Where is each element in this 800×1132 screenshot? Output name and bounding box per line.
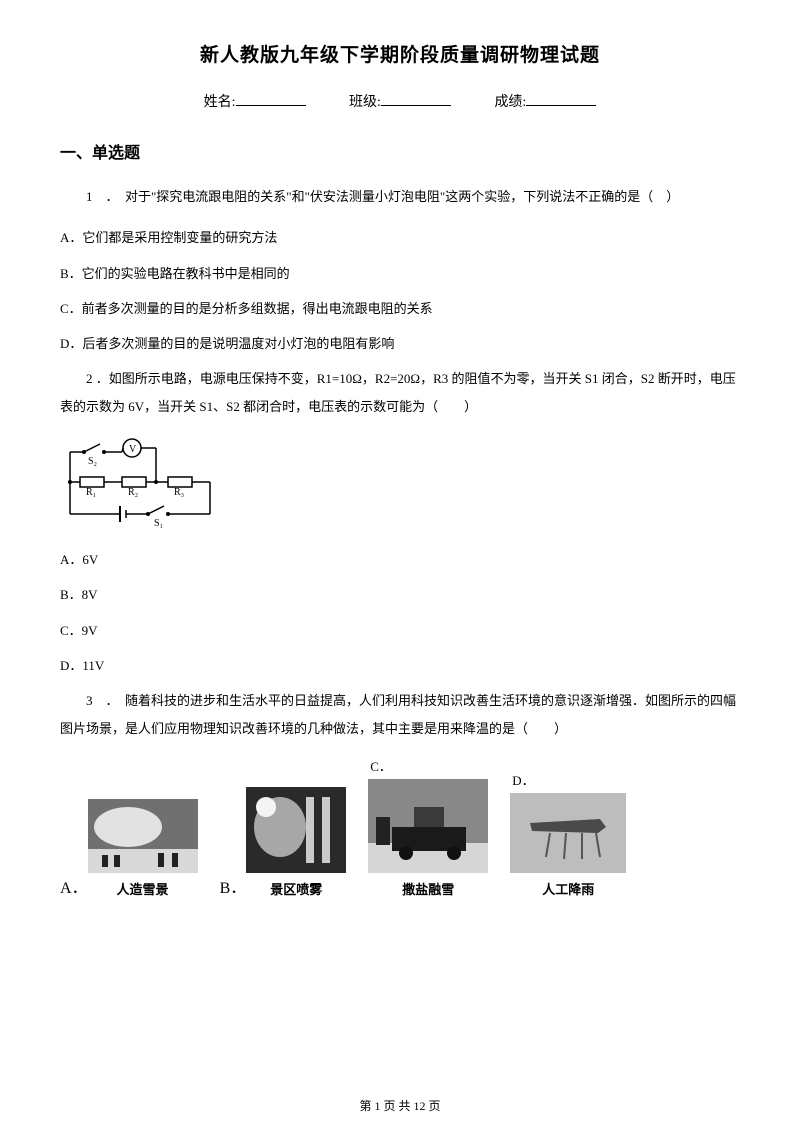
q3-caption-d: 人工降雨 bbox=[542, 879, 594, 898]
q1-optD: D．后者多次测量的目的是说明温度对小灯泡的电阻有影响 bbox=[60, 330, 740, 357]
q3-img-c bbox=[368, 779, 488, 873]
q3-pair-b: B． 景区喷雾 bbox=[220, 787, 347, 898]
q3-caption-c: 撒盐融雪 bbox=[402, 879, 454, 898]
name-label: 姓名: bbox=[204, 95, 236, 110]
q1-optB: B．它们的实验电路在教科书中是相同的 bbox=[60, 260, 740, 287]
section-heading-1: 一、单选题 bbox=[60, 139, 740, 163]
q2-stem: 2 ．如图所示电路，电源电压保持不变，R1=10Ω，R2=20Ω，R3 的阻值不… bbox=[60, 365, 740, 420]
score-label: 成绩: bbox=[494, 95, 526, 110]
q3-image-row: A． 人造雪景 B． 景区喷雾 bbox=[60, 756, 740, 898]
q3-cell-b: 景区喷雾 bbox=[246, 787, 346, 898]
r2-label: R₂ bbox=[128, 487, 138, 498]
s2-label: S₂ bbox=[88, 456, 97, 467]
q3-letter-c: C． bbox=[370, 756, 392, 775]
q2-optC: C．9V bbox=[60, 617, 740, 644]
q3-img-d bbox=[510, 793, 626, 873]
q3-img-a bbox=[88, 799, 198, 873]
q2-optA: A．6V bbox=[60, 546, 740, 573]
r3-label: R₃ bbox=[174, 487, 184, 498]
q3-img-b bbox=[246, 787, 346, 873]
q1-optA: A．它们都是采用控制变量的研究方法 bbox=[60, 224, 740, 251]
circuit-svg: S₁ R₁ R₂ R₃ S₂ V bbox=[60, 434, 220, 532]
q3-letter-a: A． bbox=[60, 874, 88, 898]
page-footer: 第 1 页 共 12 页 bbox=[0, 1097, 800, 1114]
score-underline bbox=[526, 105, 596, 106]
q3-stem: 3 ． 随着科技的进步和生活水平的日益提高，人们利用科技知识改善生活环境的意识逐… bbox=[60, 687, 740, 742]
q3-caption-b: 景区喷雾 bbox=[270, 879, 322, 898]
q3-pair-a: A． 人造雪景 bbox=[60, 799, 198, 898]
q1-stem: 1 ． 对于"探究电流跟电阻的关系"和"伏安法测量小灯泡电阻"这两个实验，下列说… bbox=[60, 183, 740, 210]
q2-optB: B．8V bbox=[60, 581, 740, 608]
q3-letter-d: D． bbox=[512, 770, 534, 789]
class-underline bbox=[381, 105, 451, 106]
q2-circuit-figure: S₁ R₁ R₂ R₃ S₂ V bbox=[60, 434, 740, 532]
q1-optC: C．前者多次测量的目的是分析多组数据，得出电流跟电阻的关系 bbox=[60, 295, 740, 322]
r1-label: R₁ bbox=[86, 487, 96, 498]
s1-label: S₁ bbox=[154, 518, 163, 529]
q2-optD: D．11V bbox=[60, 652, 740, 679]
header-fields: 姓名: 班级: 成绩: bbox=[60, 91, 740, 111]
page-title: 新人教版九年级下学期阶段质量调研物理试题 bbox=[60, 40, 740, 67]
q3-letter-b: B． bbox=[220, 874, 247, 898]
name-underline bbox=[236, 105, 306, 106]
class-label: 班级: bbox=[349, 95, 381, 110]
v-label: V bbox=[129, 444, 137, 455]
q3-cell-a: 人造雪景 bbox=[88, 799, 198, 898]
q3-cell-c: C． 撒盐融雪 bbox=[368, 756, 488, 898]
q3-cell-d: D． 人工降雨 bbox=[510, 770, 626, 898]
q3-caption-a: 人造雪景 bbox=[117, 879, 169, 898]
